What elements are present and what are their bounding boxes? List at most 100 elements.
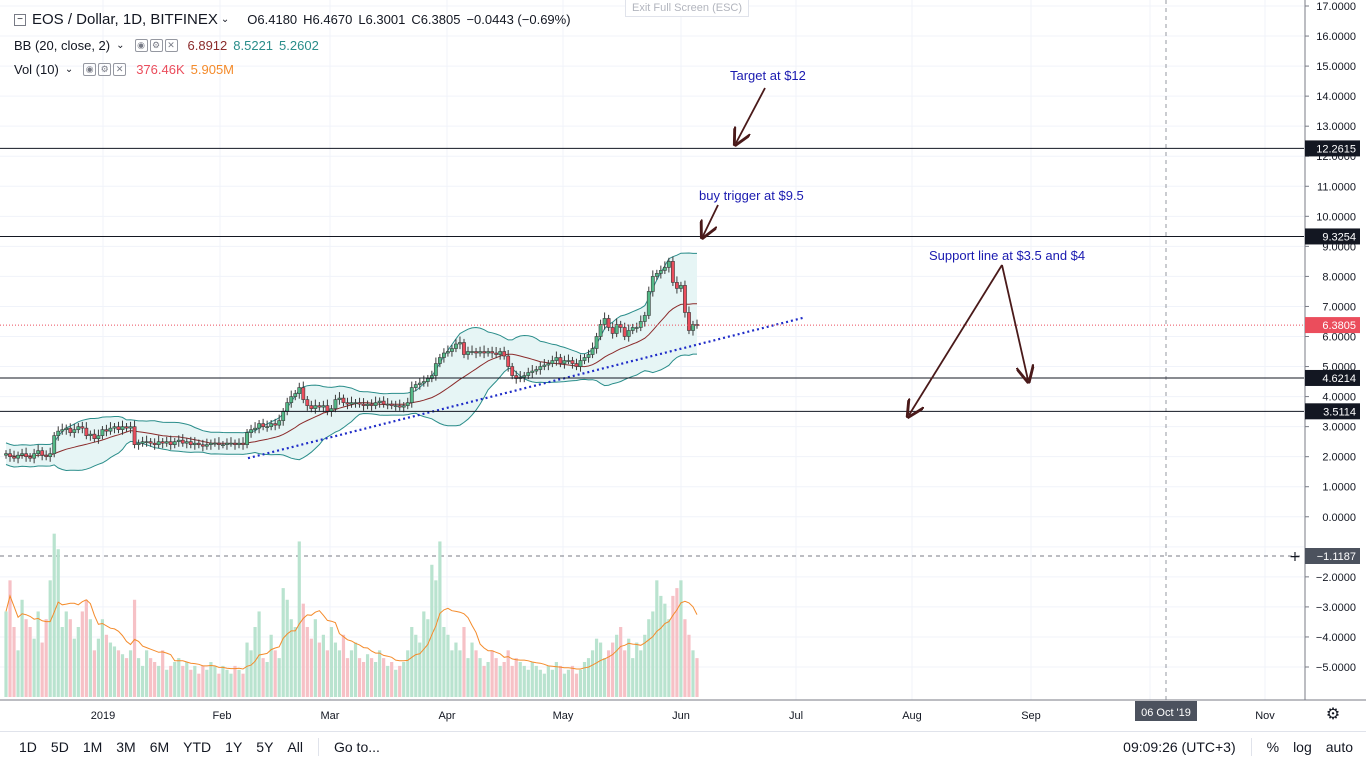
candle-body	[429, 375, 434, 379]
chevron-down-icon[interactable]: ⌄	[220, 14, 230, 25]
candle-body	[470, 351, 474, 353]
volume-bar	[213, 665, 217, 697]
bb-label[interactable]: BB (20, close, 2)	[14, 38, 111, 53]
range-button-6m[interactable]: 6M	[149, 739, 170, 755]
candle-body	[148, 441, 153, 444]
range-button-1d[interactable]: 1D	[19, 739, 37, 755]
candle-body	[393, 405, 398, 407]
candle-body	[666, 261, 671, 268]
candle-body	[522, 375, 527, 378]
log-toggle[interactable]: log	[1293, 739, 1312, 755]
eye-icon[interactable]: ◉	[83, 63, 97, 76]
candle-body	[466, 351, 470, 355]
candle-body	[253, 427, 257, 430]
y-tick-label: 8.0000	[1322, 271, 1356, 283]
volume-bar	[120, 654, 125, 697]
range-buttons: 1D 5D 1M 3M 6M YTD 1Y 5Y All	[12, 739, 310, 755]
gear-icon[interactable]: ⚙	[98, 63, 112, 76]
volume-bar	[474, 650, 478, 697]
candle-body	[16, 454, 20, 459]
volume-bar	[185, 662, 189, 697]
candle-body	[658, 270, 663, 274]
volume-bar	[546, 665, 550, 697]
y-tick-label: 15.0000	[1316, 61, 1356, 73]
volume-bar	[490, 650, 494, 697]
volume-bar	[261, 658, 265, 697]
volume-bar	[462, 627, 466, 697]
range-button-1y[interactable]: 1Y	[225, 739, 243, 755]
candle-body	[670, 261, 675, 283]
volume-bar	[241, 673, 245, 697]
candle-body	[88, 433, 93, 436]
eye-icon[interactable]: ◉	[134, 39, 148, 52]
range-button-all[interactable]: All	[287, 739, 303, 755]
symbol-title[interactable]: EOS / Dollar, 1D, BITFINEX	[32, 11, 218, 28]
candle-body	[213, 442, 217, 445]
volume-bar	[406, 650, 410, 697]
volume-bar	[562, 673, 567, 697]
range-button-1m[interactable]: 1M	[82, 739, 103, 755]
exit-fullscreen-button[interactable]: Exit Full Screen (ESC)	[625, 0, 749, 17]
volume-bar	[627, 638, 631, 697]
range-button-5y[interactable]: 5Y	[256, 739, 274, 755]
close-icon[interactable]: ✕	[113, 63, 127, 76]
range-button-5d[interactable]: 5D	[50, 739, 69, 755]
candle-body	[397, 405, 402, 408]
candle-body	[650, 276, 655, 292]
y-tick-label: 1.0000	[1322, 482, 1356, 494]
volume-bar	[691, 650, 695, 697]
candle-body	[32, 453, 37, 459]
volume-bar	[398, 665, 402, 697]
candle-body	[630, 327, 635, 331]
auto-toggle[interactable]: auto	[1325, 739, 1353, 755]
clock-display[interactable]: 09:09:26 (UTC+3)	[1123, 739, 1236, 755]
arrow-line	[736, 87, 766, 143]
volume-bar	[68, 619, 72, 697]
volume-bar	[277, 658, 281, 697]
gear-icon[interactable]: ⚙	[149, 39, 163, 52]
candle-body	[112, 426, 117, 429]
candle-body	[168, 441, 173, 445]
candle-body	[610, 327, 615, 334]
chevron-down-icon[interactable]: ⌄	[116, 40, 125, 51]
volume-bar	[639, 650, 643, 697]
close-icon[interactable]: ✕	[164, 39, 178, 52]
range-button-3m[interactable]: 3M	[116, 739, 136, 755]
volume-bar	[446, 634, 450, 697]
percent-toggle[interactable]: %	[1266, 739, 1280, 755]
candle-body	[289, 396, 294, 403]
level-price-label: 3.5114	[1323, 406, 1356, 418]
candle-body	[490, 351, 495, 354]
y-tick-label: −2.0000	[1316, 572, 1356, 584]
chevron-down-icon[interactable]: ⌄	[64, 64, 74, 75]
range-button-ytd[interactable]: YTD	[183, 739, 212, 755]
y-tick-label: −4.0000	[1316, 632, 1356, 644]
collapse-icon[interactable]: −	[14, 13, 26, 26]
candle-body	[208, 442, 213, 445]
candle-body	[293, 393, 298, 397]
candle-body	[417, 382, 422, 385]
vol-label[interactable]: Vol (10)	[14, 62, 59, 77]
volume-bar	[92, 650, 96, 697]
volume-bar	[100, 619, 105, 697]
volume-bar	[84, 599, 88, 697]
volume-bar	[209, 662, 213, 697]
price-scale-bg	[1305, 0, 1366, 700]
settings-gear-icon[interactable]: ⚙	[1326, 704, 1340, 723]
volume-bar	[329, 627, 334, 697]
level-price-tag	[1305, 403, 1360, 420]
candle-body	[333, 399, 338, 409]
volume-bar	[245, 642, 249, 697]
candle-body	[662, 267, 667, 271]
x-tick-label: Jul	[789, 710, 803, 722]
candle-body	[550, 360, 555, 364]
candle-body	[96, 435, 101, 439]
volume-bar	[149, 658, 153, 697]
goto-button[interactable]: Go to...	[333, 739, 380, 755]
candle-body	[261, 423, 266, 427]
volume-bar	[249, 650, 253, 697]
candle-body	[494, 352, 499, 355]
candle-body	[196, 442, 201, 445]
candle-body	[586, 354, 591, 358]
